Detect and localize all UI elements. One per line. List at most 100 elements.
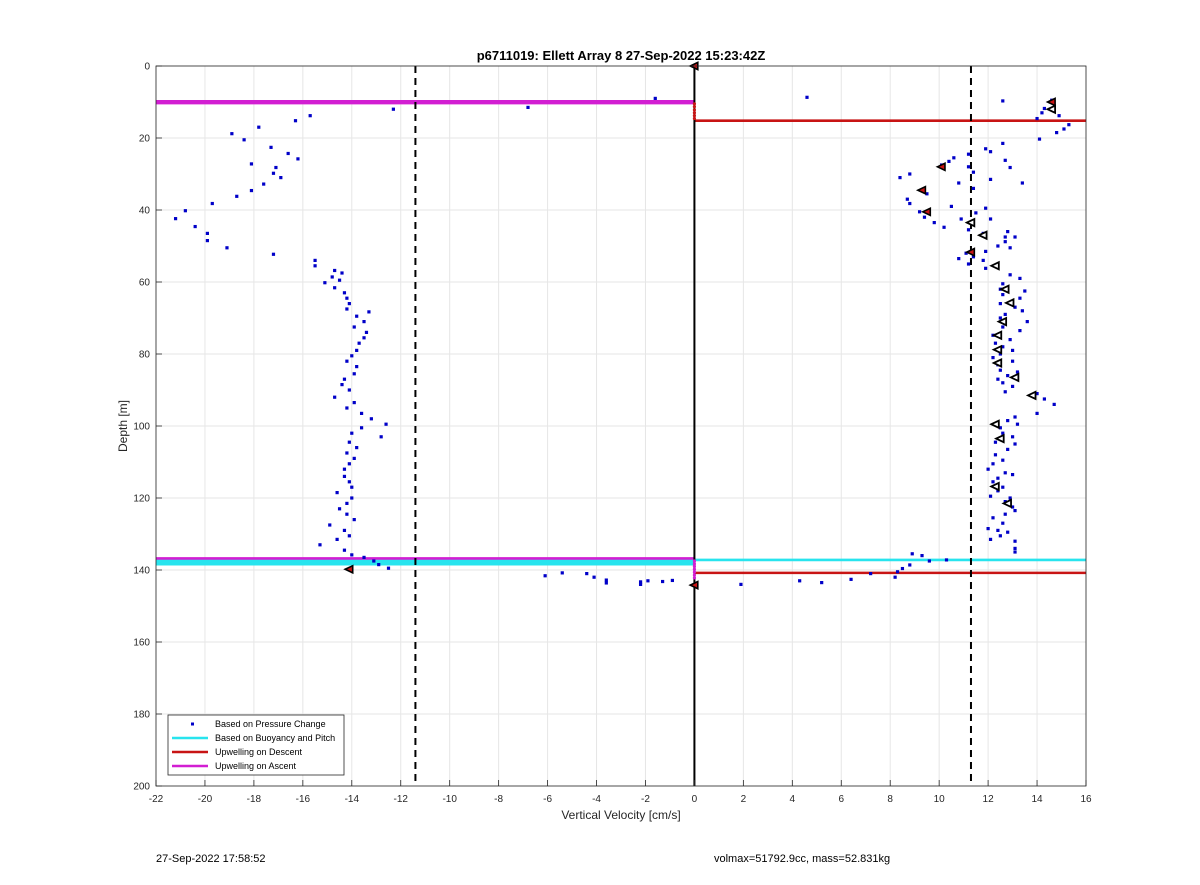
pressure-change-point xyxy=(249,188,254,193)
pressure-change-point xyxy=(922,215,927,219)
zero-axis-marker xyxy=(692,570,697,574)
pressure-change-point xyxy=(1001,458,1005,462)
pressure-change-point xyxy=(342,548,347,552)
pressure-change-point xyxy=(1018,329,1022,333)
x-tick-label: -14 xyxy=(345,794,360,805)
axis-ticks: -22 -20 -18 -16 -14 -12 -10 -8 -6 -4 -2 0 2 4 6 8 10 12 14… xyxy=(133,62,1092,806)
pressure-change-point xyxy=(917,210,922,214)
pressure-change-point xyxy=(1001,345,1005,349)
y-axis-label: Depth [m] xyxy=(116,400,130,452)
open-triangle-marker xyxy=(1003,297,1015,308)
x-tick-label: -2 xyxy=(641,794,650,805)
pressure-change-point xyxy=(347,534,351,538)
pressure-change-point xyxy=(944,558,949,562)
pressure-change-point xyxy=(905,197,909,201)
x-tick-label: -6 xyxy=(543,794,552,805)
zero-axis-marker xyxy=(692,102,697,106)
pressure-change-point xyxy=(957,257,961,261)
pressure-change-point xyxy=(335,537,339,541)
filled-triangle-marker xyxy=(343,564,354,575)
pressure-change-point xyxy=(638,580,643,584)
filled-triangle-marker xyxy=(915,185,927,196)
y-tick-label: 0 xyxy=(144,62,150,73)
pressure-change-point xyxy=(352,456,356,460)
pressure-change-point xyxy=(337,278,342,282)
pressure-change-point xyxy=(1042,397,1046,401)
y-tick-label: 20 xyxy=(139,134,151,145)
pressure-change-point xyxy=(345,451,349,455)
pressure-change-point xyxy=(1001,431,1005,435)
pressure-change-point xyxy=(543,574,547,578)
pressure-change-point xyxy=(988,494,993,498)
pressure-change-point xyxy=(1067,123,1071,127)
pressure-change-point xyxy=(345,512,349,516)
pressure-change-point xyxy=(350,485,354,489)
pressure-change-point xyxy=(1035,392,1039,396)
pressure-change-point xyxy=(355,348,359,352)
pressure-change-point xyxy=(345,406,349,410)
pressure-change-point xyxy=(1042,106,1046,111)
zero-axis-marker xyxy=(692,116,697,121)
pressure-change-point xyxy=(347,302,351,306)
x-tick-label: -12 xyxy=(394,794,409,805)
pressure-change-point xyxy=(966,228,971,232)
pressure-change-point xyxy=(653,96,657,100)
pressure-change-point xyxy=(347,440,351,444)
y-tick-label: 200 xyxy=(133,782,150,793)
legend-entry-label: Upwelling on Descent xyxy=(215,747,303,757)
pressure-change-point xyxy=(342,528,347,532)
zero-axis-marker xyxy=(692,573,697,577)
pressure-change-point xyxy=(1010,473,1015,477)
pressure-change-point xyxy=(996,244,1000,248)
filled-triangle-marker xyxy=(1045,97,1056,107)
pressure-change-point xyxy=(230,132,234,136)
pressure-change-point xyxy=(347,462,351,466)
pressure-change-point xyxy=(1057,114,1061,118)
pressure-change-point xyxy=(235,194,239,198)
pressure-change-point xyxy=(1055,131,1059,135)
pressure-change-point xyxy=(1008,496,1012,500)
pressure-change-point xyxy=(279,176,283,180)
pressure-change-point xyxy=(1001,141,1005,145)
pressure-change-point xyxy=(893,575,897,579)
pressure-change-point xyxy=(993,453,998,457)
pressure-change-point xyxy=(328,523,332,527)
pressure-change-point xyxy=(1003,512,1007,516)
pressure-change-point xyxy=(1035,116,1039,121)
pressure-change-point xyxy=(798,579,802,583)
pressure-change-point xyxy=(988,177,993,181)
pressure-change-point xyxy=(984,249,988,253)
filled-triangle-marker xyxy=(935,161,946,172)
pressure-change-point xyxy=(1003,240,1007,244)
pressure-change-point xyxy=(1001,99,1005,103)
pressure-change-point xyxy=(183,209,187,213)
pressure-change-point xyxy=(900,566,905,571)
pressure-change-point xyxy=(355,365,359,369)
pressure-change-point xyxy=(173,217,178,221)
pressure-change-point xyxy=(359,411,364,415)
reference-lines xyxy=(414,66,972,786)
pressure-change-point xyxy=(991,462,995,466)
pressure-change-point xyxy=(908,172,912,176)
pressure-change-point xyxy=(271,252,276,256)
y-tick-label: 120 xyxy=(133,494,150,505)
open-triangle-marker xyxy=(996,316,1008,327)
pressure-change-point xyxy=(971,255,976,259)
pressure-change-point xyxy=(372,559,376,563)
pressure-change-point xyxy=(205,239,209,243)
zero-axis-marker xyxy=(692,562,697,566)
pressure-change-point xyxy=(1015,370,1020,374)
x-tick-label: 0 xyxy=(692,794,698,805)
pressure-change-point xyxy=(1008,165,1012,170)
pressure-change-point xyxy=(984,206,988,210)
pressure-change-point xyxy=(966,152,971,156)
pressure-change-point xyxy=(1018,276,1022,280)
pressure-change-point xyxy=(1037,137,1042,141)
pressure-change-point xyxy=(1013,305,1017,309)
pressure-change-point xyxy=(927,559,931,563)
pressure-change-point xyxy=(1025,320,1029,324)
pressure-change-point xyxy=(1003,158,1007,162)
pressure-change-point xyxy=(991,480,995,484)
pressure-change-point xyxy=(646,579,650,583)
